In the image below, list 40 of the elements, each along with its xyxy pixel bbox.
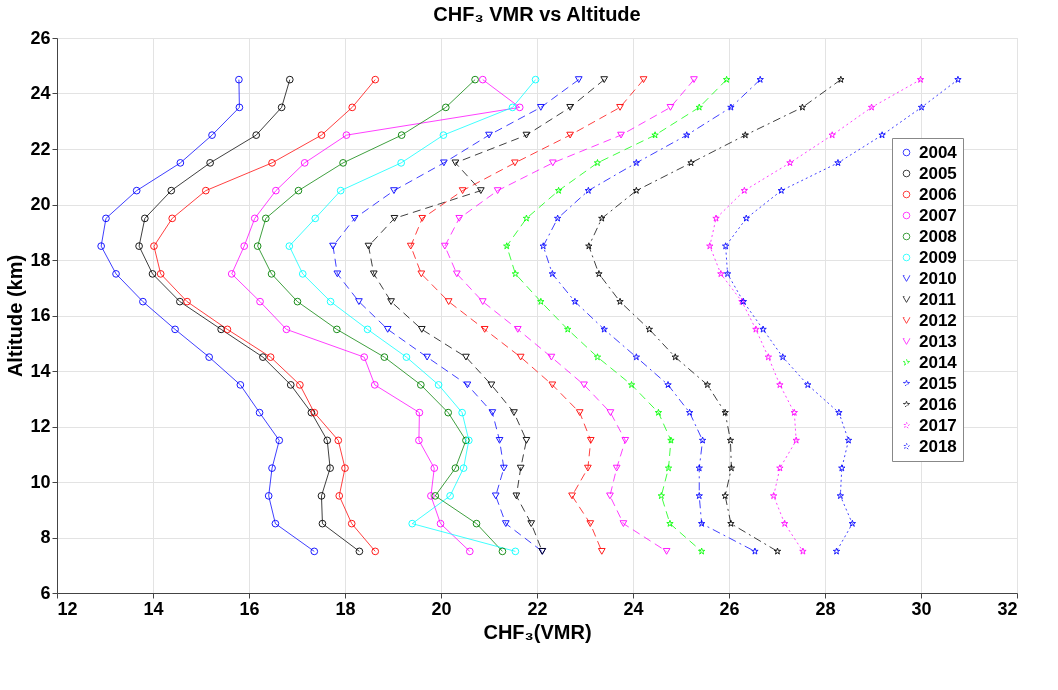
y-tick-label: 18 [30, 249, 51, 270]
x-tick-label: 16 [239, 598, 260, 619]
x-axis-title: CHF₃(VMR) [483, 620, 592, 643]
x-tick-label: 26 [719, 598, 740, 619]
legend-label: 2017 [919, 415, 957, 435]
legend-label: 2004 [919, 142, 958, 162]
y-tick-label: 8 [40, 527, 51, 547]
legend-label: 2009 [919, 247, 957, 267]
y-tick-label: 22 [30, 138, 51, 159]
x-tick-label: 12 [57, 598, 78, 619]
y-axis-title: Altitude (km) [4, 254, 27, 378]
x-tick-label: 30 [911, 598, 932, 619]
legend-label: 2018 [919, 436, 957, 456]
y-tick-label: 12 [30, 416, 51, 436]
y-tick-label: 26 [30, 27, 51, 48]
legend-label: 2016 [919, 394, 957, 414]
legend-label: 2011 [919, 289, 956, 309]
y-tick-label: 6 [40, 582, 51, 603]
x-tick-label: 20 [431, 598, 452, 619]
chart-title: CHF₃ VMR vs Altitude [433, 3, 641, 25]
x-tick-label: 28 [815, 598, 836, 619]
y-tick-label: 14 [30, 360, 51, 381]
legend-label: 2005 [919, 163, 957, 183]
x-tick-label: 14 [143, 598, 164, 619]
x-tick-label: 22 [527, 598, 548, 619]
x-tick-label: 32 [997, 598, 1018, 619]
legend-label: 2013 [919, 331, 957, 351]
legend-label: 2012 [919, 310, 957, 330]
y-tick-label: 16 [30, 305, 51, 325]
legend-label: 2014 [919, 352, 958, 372]
legend-label: 2010 [919, 268, 957, 288]
x-tick-label: 24 [623, 598, 644, 619]
y-tick-label: 10 [30, 471, 51, 492]
legend-label: 2006 [919, 184, 957, 204]
x-tick-label: 18 [335, 598, 356, 619]
legend-label: 2007 [919, 205, 957, 225]
y-tick-label: 20 [30, 194, 51, 214]
legend-label: 2008 [919, 226, 957, 246]
y-tick-label: 24 [30, 83, 51, 103]
legend-label: 2015 [919, 373, 957, 393]
